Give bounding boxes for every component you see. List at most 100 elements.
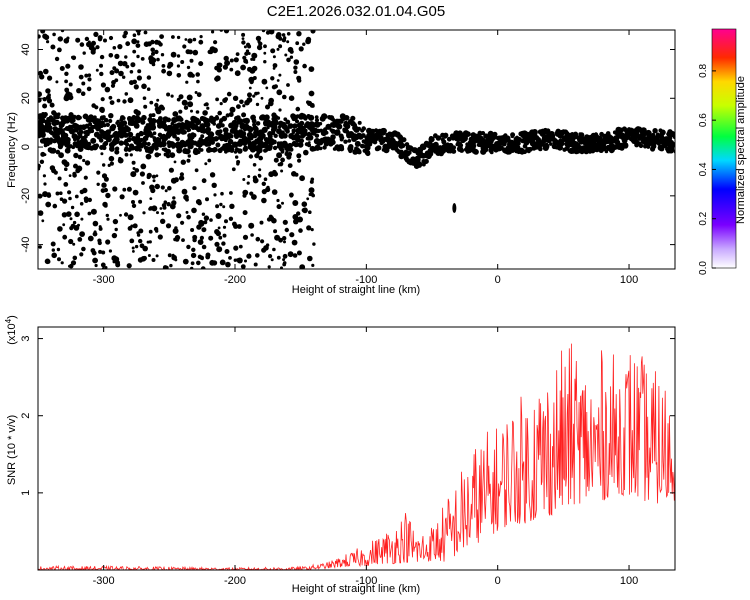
heatmap-cell — [308, 66, 315, 72]
heatmap-cell — [122, 187, 127, 192]
heatmap-cell — [169, 152, 176, 159]
heatmap-cell — [95, 68, 99, 72]
heatmap-cell — [252, 94, 256, 98]
ridge-cell — [386, 141, 392, 146]
heatmap-cell — [311, 104, 315, 108]
heatmap-cell — [233, 57, 239, 63]
heatmap-cell — [252, 58, 256, 61]
ridge-cell — [152, 131, 157, 136]
heatmap-cell — [83, 196, 89, 202]
ridge-cell — [605, 131, 611, 136]
heatmap-cell — [221, 241, 226, 246]
ridge-cell — [251, 140, 257, 147]
heatmap-cell — [283, 240, 286, 244]
ridge-cell — [255, 130, 262, 137]
heatmap-cell — [142, 211, 146, 215]
heatmap-cell — [191, 207, 197, 214]
heatmap-cell — [255, 35, 262, 42]
ridge-cell — [272, 145, 278, 151]
ridge-cell — [221, 115, 228, 122]
ridge-cell — [639, 129, 645, 134]
ridge-cell — [269, 138, 276, 146]
ridge-cell — [416, 161, 423, 168]
heatmap-cell — [158, 42, 163, 47]
heatmap-cell — [236, 104, 241, 109]
heatmap-cell — [135, 110, 141, 116]
heatmap-cell — [198, 61, 204, 67]
ridge-cell — [139, 132, 144, 137]
heatmap-cell — [272, 247, 276, 252]
spectrogram-y-ticks: -40 -20 0 20 40 — [20, 43, 675, 253]
ridge-cell — [294, 119, 300, 124]
x-tick-label: -300 — [93, 575, 115, 587]
heatmap-cell — [260, 239, 265, 244]
ridge-cell — [314, 115, 319, 120]
heatmap-cell — [295, 41, 300, 46]
heatmap-cell — [151, 205, 158, 212]
ridge-cell — [483, 133, 489, 139]
heatmap-cell — [51, 252, 57, 259]
heatmap-cell — [46, 193, 52, 198]
heatmap-cell — [130, 171, 137, 178]
heatmap-cell — [251, 194, 257, 200]
heatmap-cell — [87, 40, 91, 44]
heatmap-cell — [289, 49, 294, 54]
heatmap-cell — [46, 98, 53, 104]
heatmap-cell — [74, 194, 79, 199]
heatmap-cell — [180, 60, 185, 64]
ridge-cell — [224, 144, 230, 150]
heatmap-cell — [81, 81, 86, 86]
heatmap-cell — [228, 256, 232, 260]
heatmap-cell — [123, 212, 129, 217]
heatmap-cell — [302, 42, 306, 46]
heatmap-cell — [301, 201, 308, 207]
heatmap-cell — [208, 235, 214, 241]
ridge-cell — [192, 148, 200, 156]
heatmap-cell — [242, 210, 248, 216]
snr-series-line — [38, 343, 675, 570]
ridge-cell — [523, 142, 528, 146]
ridge-cell — [102, 115, 106, 119]
ridge-cell — [108, 113, 114, 119]
heatmap-cell — [170, 94, 174, 98]
heatmap-cell — [190, 73, 195, 78]
snr-scale-label: (x104) — [4, 315, 18, 345]
heatmap-cell — [161, 64, 166, 68]
heatmap-cell — [195, 110, 200, 114]
heatmap-cell — [250, 233, 254, 237]
ridge-cell — [177, 116, 182, 121]
heatmap-cell — [207, 158, 212, 163]
x-tick-label: -200 — [224, 575, 246, 587]
heatmap-cell — [199, 35, 203, 39]
x-tick-label: -300 — [93, 274, 115, 286]
ridge-cell — [299, 138, 305, 143]
heatmap-cell — [138, 199, 143, 204]
heatmap-cell — [68, 174, 72, 178]
heatmap-cell — [78, 74, 84, 80]
heatmap-cell — [283, 36, 287, 40]
heatmap-cell — [162, 205, 167, 210]
heatmap-cell — [202, 110, 208, 116]
heatmap-cell — [133, 84, 139, 90]
heatmap-cell — [165, 153, 171, 159]
heatmap-cell — [190, 109, 193, 113]
ridge-cell — [477, 130, 483, 136]
heatmap-cell — [164, 189, 168, 193]
heatmap-cell — [82, 51, 86, 55]
heatmap-cell — [247, 175, 251, 178]
heatmap-cell — [156, 98, 160, 102]
snr-x-label: Height of straight line (km) — [292, 583, 420, 595]
heatmap-cell — [251, 65, 258, 72]
heatmap-cell — [248, 86, 252, 90]
ridge-cell — [146, 130, 153, 136]
heatmap-cell — [57, 226, 63, 232]
heatmap-cell — [229, 203, 235, 209]
heatmap-cell — [91, 250, 97, 256]
heatmap-cell — [200, 266, 206, 269]
heatmap-cell — [77, 237, 83, 242]
heatmap-cell — [47, 75, 53, 81]
ridge-cell — [435, 135, 442, 141]
heatmap-cell — [57, 257, 61, 262]
ridge-cell — [83, 140, 89, 146]
heatmap-cell — [252, 163, 257, 167]
